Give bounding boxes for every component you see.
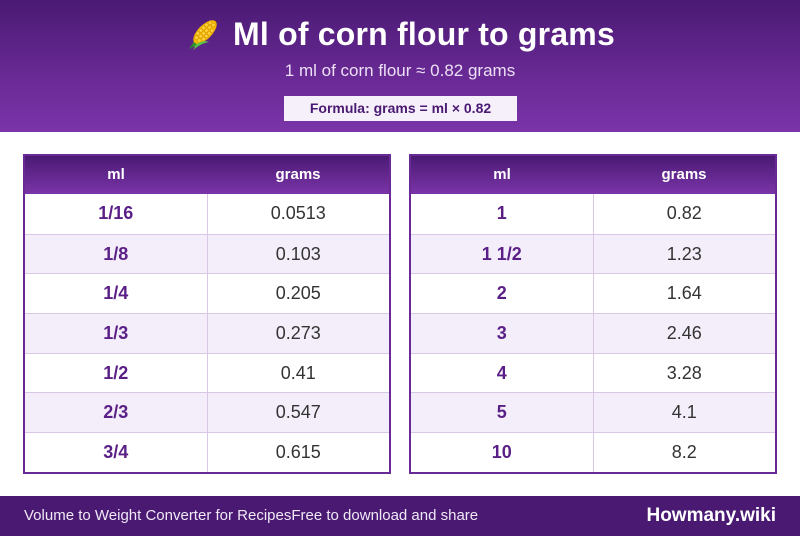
footer-tagline: Volume to Weight Converter for RecipesFr… [24,496,478,536]
ml-cell: 4 [411,353,594,393]
grams-cell: 1.64 [666,283,702,304]
column-header-ml: ml [107,166,125,183]
conversion-table-large: ml grams 1 0.82 1 1/2 1.23 2 1.64 3 2.46… [409,154,777,474]
conversion-table-small: ml grams 1/16 0.0513 1/8 0.103 1/4 0.205… [23,154,391,474]
table-body: 1 0.82 1 1/2 1.23 2 1.64 3 2.46 4 3.28 5… [411,194,775,472]
grams-cell: 0.82 [666,203,702,224]
ml-cell: 2/3 [25,393,208,433]
table-row: 10 8.2 [411,432,775,472]
grams-cell: 0.103 [275,243,321,264]
header-banner: Ml of corn flour to grams 1 ml of corn f… [0,0,800,132]
table-body: 1/16 0.0513 1/8 0.103 1/4 0.205 1/3 0.27… [25,194,389,472]
table-row: 1/16 0.0513 [25,194,389,234]
ml-cell: 1 1/2 [411,234,594,274]
table-row: 5 4.1 [411,392,775,433]
footer-middle-text: Free to download and share [291,507,479,524]
ml-cell: 3 [411,314,594,353]
column-header-grams: grams [275,166,321,183]
grams-cell: 2.46 [666,322,702,343]
title-row: Ml of corn flour to grams [0,14,800,54]
grams-cell: 8.2 [671,441,697,462]
ml-cell: 1/4 [25,274,208,314]
table-row: 4 3.28 [411,352,775,393]
ml-cell: 10 [411,433,594,472]
table-row: 1 0.82 [411,194,775,234]
ml-cell: 1/2 [25,353,208,393]
table-row: 1/8 0.103 [25,233,389,274]
footer-left-text: Volume to Weight Converter for Recipes [24,507,292,524]
ml-cell: 1 [411,194,594,234]
table-row: 1/4 0.205 [25,273,389,314]
grams-cell: 0.615 [275,441,321,462]
ml-cell: 1/8 [25,234,208,274]
brand-logo-text[interactable]: Howmany.wiki [646,505,776,526]
grams-cell: 0.547 [275,402,321,423]
grams-cell: 0.273 [275,322,321,343]
table-row: 2 1.64 [411,273,775,314]
grams-cell: 0.0513 [270,203,326,224]
grams-cell: 3.28 [666,362,702,383]
table-row: 1/3 0.273 [25,313,389,353]
formula-badge: Formula: grams = ml × 0.82 [284,96,517,121]
table-row: 2/3 0.547 [25,392,389,433]
table-row: 3 2.46 [411,313,775,353]
column-header-grams: grams [661,166,707,183]
grams-cell: 0.205 [275,283,321,304]
table-row: 1/2 0.41 [25,352,389,393]
table-row: 3/4 0.615 [25,432,389,472]
grams-cell: 1.23 [666,243,702,264]
column-header-ml: ml [493,166,511,183]
subtitle: 1 ml of corn flour ≈ 0.82 grams [284,61,516,80]
table-row: 1 1/2 1.23 [411,233,775,274]
corn-icon [185,16,221,52]
page-title: Ml of corn flour to grams [233,15,615,52]
ml-cell: 5 [411,393,594,433]
table-header: ml grams [411,156,775,194]
ml-cell: 2 [411,274,594,314]
table-header: ml grams [25,156,389,194]
footer-bar: Volume to Weight Converter for RecipesFr… [0,496,800,536]
ml-cell: 1/3 [25,314,208,353]
ml-cell: 3/4 [25,433,208,472]
grams-cell: 0.41 [280,362,316,383]
grams-cell: 4.1 [671,402,697,423]
ml-cell: 1/16 [25,194,208,234]
